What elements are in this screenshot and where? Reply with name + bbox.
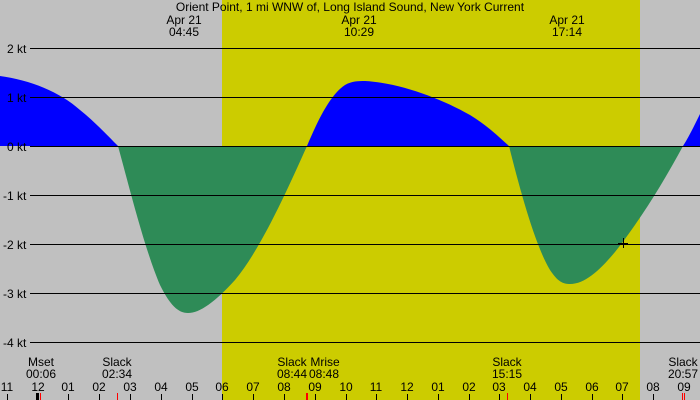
crosshair-cursor-icon xyxy=(618,238,628,248)
peak-date-3: Apr 21 xyxy=(549,13,585,27)
x-tick-label: 06 xyxy=(585,380,599,394)
x-tick-label: 04 xyxy=(523,380,537,394)
event-time-mrise: 08:48 xyxy=(309,367,339,381)
y-label-0: 0 kt xyxy=(7,140,27,154)
x-axis-ticks xyxy=(7,394,685,400)
x-tick-label: 03 xyxy=(123,380,137,394)
flood-area-3 xyxy=(683,114,700,146)
peak-time-1: 04:45 xyxy=(169,25,199,39)
x-tick-label: 11 xyxy=(1,380,14,394)
slack-marker xyxy=(507,393,508,400)
y-label-neg4: -4 kt xyxy=(3,336,27,350)
x-tick-label: 02 xyxy=(92,380,106,394)
flood-area-1 xyxy=(0,76,118,146)
event-label-mrise: Mrise xyxy=(310,355,340,369)
moonset-marker xyxy=(36,393,39,400)
peak-date-1: Apr 21 xyxy=(166,13,202,27)
peak-time-2: 10:29 xyxy=(344,25,374,39)
x-tick-label: 05 xyxy=(554,380,568,394)
x-tick-label: 07 xyxy=(246,380,260,394)
y-label-neg2: -2 kt xyxy=(3,238,27,252)
x-tick-label: 05 xyxy=(185,380,199,394)
event-label-slack-4: Slack xyxy=(668,355,698,369)
x-tick-label: 11 xyxy=(370,380,383,394)
x-tick-label: 10 xyxy=(339,380,353,394)
y-label-2: 2 kt xyxy=(7,42,27,56)
peak-labels: Apr 21 04:45 Apr 21 10:29 Apr 21 17:14 xyxy=(166,13,585,39)
event-labels: Mset 00:06 Slack 02:34 Slack 08:44 Mrise… xyxy=(26,355,699,381)
event-time-slack-2: 08:44 xyxy=(277,367,307,381)
y-axis-labels: 2 kt 1 kt 0 kt -1 kt -2 kt -3 kt -4 kt xyxy=(3,42,27,350)
x-tick-label: 04 xyxy=(154,380,168,394)
gridlines xyxy=(30,48,700,343)
event-time-slack-1: 02:34 xyxy=(102,367,132,381)
x-axis-labels: 11 12 01 02 03 04 05 06 07 08 09 10 11 1… xyxy=(1,380,691,394)
x-tick-label: 12 xyxy=(31,380,45,394)
x-tick-label: 01 xyxy=(431,380,445,394)
slack-marker xyxy=(682,393,683,400)
event-label-mset: Mset xyxy=(28,355,55,369)
slack-marker xyxy=(117,393,118,400)
peak-time-3: 17:14 xyxy=(552,25,582,39)
y-label-neg3: -3 kt xyxy=(3,287,27,301)
x-tick-label: 12 xyxy=(400,380,414,394)
event-label-slack-3: Slack xyxy=(492,355,522,369)
x-tick-label: 07 xyxy=(615,380,629,394)
x-tick-label: 09 xyxy=(677,380,691,394)
slack-marker xyxy=(684,393,685,400)
y-label-1: 1 kt xyxy=(7,91,27,105)
event-time-slack-3: 15:15 xyxy=(492,367,522,381)
x-tick-label: 09 xyxy=(308,380,322,394)
event-label-slack-2: Slack xyxy=(277,355,307,369)
event-markers xyxy=(36,393,685,400)
y-label-neg1: -1 kt xyxy=(3,189,27,203)
event-time-slack-4: 20:57 xyxy=(668,367,698,381)
ebb-area-1 xyxy=(118,146,307,313)
chart-title: Orient Point, 1 mi WNW of, Long Island S… xyxy=(176,0,525,14)
event-time-mset: 00:06 xyxy=(26,367,56,381)
x-tick-label: 08 xyxy=(277,380,291,394)
slack-marker xyxy=(306,393,308,400)
x-tick-label: 01 xyxy=(61,380,75,394)
ebb-area-2 xyxy=(509,146,683,284)
peak-date-2: Apr 21 xyxy=(341,13,377,27)
event-label-slack-1: Slack xyxy=(102,355,132,369)
x-tick-label: 03 xyxy=(492,380,506,394)
slack-marker xyxy=(40,393,41,400)
x-tick-label: 08 xyxy=(646,380,660,394)
x-tick-label: 02 xyxy=(462,380,476,394)
x-tick-label: 06 xyxy=(215,380,229,394)
